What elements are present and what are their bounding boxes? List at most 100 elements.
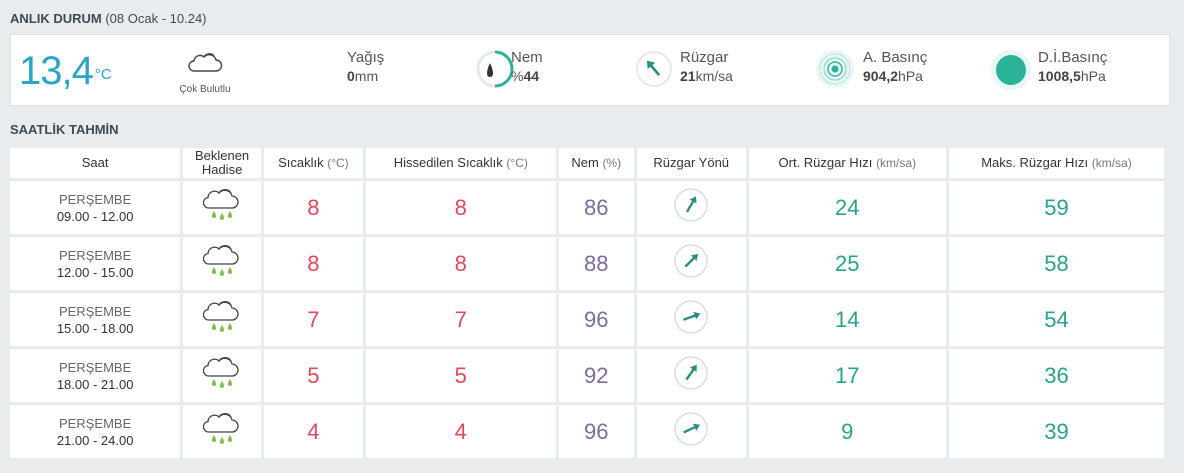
cell-event <box>183 237 261 290</box>
cell-wind-dir <box>636 349 746 402</box>
cell-wind-max: 36 <box>948 349 1164 402</box>
cell-time: PERŞEMBE 12.00 - 15.00 <box>10 237 181 290</box>
cell-temp: 4 <box>263 405 363 458</box>
cell-wind-avg: 17 <box>748 349 946 402</box>
wind-direction-icon <box>674 412 708 446</box>
row-day: PERŞEMBE <box>59 247 132 263</box>
wind-direction-icon <box>674 244 708 278</box>
rain-cloud-icon <box>202 245 239 276</box>
cell-event <box>183 181 261 234</box>
current-title-text: ANLIK DURUM <box>10 11 102 26</box>
humidity-value: 44 <box>523 68 540 84</box>
wind-direction-icon <box>674 300 708 334</box>
rain-cloud-icon <box>202 189 239 220</box>
humidity-prefix: % <box>511 68 524 84</box>
header-temp: Sıcaklık (°C) <box>263 148 363 178</box>
table-row: PERŞEMBE 18.00 - 21.00 5 5 92 17 36 <box>10 349 1164 402</box>
pressure-unit: hPa <box>898 68 923 84</box>
wind-direction-icon <box>674 356 708 390</box>
header-wind-max: Maks. Rüzgar Hızı (km/sa) <box>948 148 1164 178</box>
sea-pressure-value: 1008,5 <box>1038 68 1081 84</box>
cell-wind-max: 59 <box>948 181 1164 234</box>
row-hours: 21.00 - 24.00 <box>56 432 134 448</box>
cell-time: PERŞEMBE 09.00 - 12.00 <box>10 181 181 234</box>
current-conditions-panel: 13,4 °C Çok Bulutlu Yağış 0mm Nem %44 Rüz… <box>10 34 1170 106</box>
row-hours: 12.00 - 15.00 <box>56 264 134 280</box>
row-hours: 15.00 - 18.00 <box>56 320 134 336</box>
wind-direction-icon <box>674 188 708 222</box>
temperature-value: 13,4 <box>19 49 94 93</box>
header-time: Saat <box>10 148 181 178</box>
cell-time: PERŞEMBE 21.00 - 24.00 <box>10 405 181 458</box>
cell-wind-avg: 25 <box>748 237 946 290</box>
cell-temp: 5 <box>263 349 363 402</box>
cell-wind-dir <box>636 237 746 290</box>
cell-event <box>183 405 261 458</box>
cell-humidity: 96 <box>558 293 634 346</box>
cell-temp: 8 <box>263 237 363 290</box>
sea-pressure-unit: hPa <box>1080 68 1106 84</box>
header-wind-dir: Rüzgar Yönü <box>636 148 746 178</box>
pressure-block: A. Basınç 904,2hPa <box>863 49 927 85</box>
wind-block: Rüzgar 21km/sa <box>680 49 733 85</box>
humidity-block: Nem %44 <box>511 49 543 85</box>
wind-value: 21 <box>680 68 696 84</box>
cell-temp: 8 <box>263 181 363 234</box>
humidity-label: Nem <box>511 49 543 66</box>
cloud-icon <box>188 53 223 72</box>
hourly-forecast-table: Saat Beklenen Hadise Sıcaklık (°C) Hisse… <box>7 145 1167 461</box>
hourly-forecast-title: SAATLİK TAHMİN <box>10 122 119 137</box>
table-row: PERŞEMBE 15.00 - 18.00 7 7 96 14 54 <box>10 293 1164 346</box>
humidity-gauge-icon <box>476 50 514 88</box>
current-condition: Çok Bulutlu <box>175 51 235 95</box>
current-conditions-title: ANLIK DURUM (08 Ocak - 10.24) <box>10 11 207 26</box>
precip-label: Yağış <box>347 49 385 66</box>
cell-feels: 7 <box>365 293 556 346</box>
cell-wind-max: 39 <box>948 405 1164 458</box>
precipitation-block: Yağış 0mm <box>347 49 384 85</box>
cell-humidity: 96 <box>558 405 634 458</box>
pressure-icon <box>816 50 854 88</box>
current-temperature: 13,4 °C <box>19 49 112 93</box>
pressure-value: 904,2 <box>863 68 899 84</box>
cell-wind-max: 54 <box>948 293 1164 346</box>
header-feels: Hissedilen Sıcaklık (°C) <box>365 148 556 178</box>
rain-cloud-icon <box>202 301 239 332</box>
cell-feels: 4 <box>365 405 556 458</box>
cell-wind-dir <box>636 405 746 458</box>
rain-cloud-icon <box>202 413 239 444</box>
row-hours: 09.00 - 12.00 <box>56 208 134 224</box>
sea-pressure-label: D.İ.Basınç <box>1038 49 1108 66</box>
table-row: PERŞEMBE 21.00 - 24.00 4 4 96 9 39 <box>10 405 1164 458</box>
temperature-unit: °C <box>94 66 112 83</box>
cell-temp: 7 <box>263 293 363 346</box>
row-hours: 18.00 - 21.00 <box>56 376 134 392</box>
cell-humidity: 92 <box>558 349 634 402</box>
cell-time: PERŞEMBE 15.00 - 18.00 <box>10 293 181 346</box>
table-row: PERŞEMBE 09.00 - 12.00 8 8 86 24 59 <box>10 181 1164 234</box>
cell-wind-avg: 9 <box>748 405 946 458</box>
sea-pressure-block: D.İ.Basınç 1008,5hPa <box>1038 49 1107 85</box>
rain-cloud-icon <box>202 357 239 388</box>
row-day: PERŞEMBE <box>59 415 132 431</box>
cell-feels: 5 <box>365 349 556 402</box>
cell-wind-avg: 14 <box>748 293 946 346</box>
row-day: PERŞEMBE <box>59 191 132 207</box>
cell-wind-avg: 24 <box>748 181 946 234</box>
cell-wind-max: 58 <box>948 237 1164 290</box>
row-day: PERŞEMBE <box>59 303 132 319</box>
header-event: Beklenen Hadise <box>183 148 261 178</box>
cell-feels: 8 <box>365 181 556 234</box>
precip-unit: mm <box>354 68 379 84</box>
row-day: PERŞEMBE <box>59 359 132 375</box>
table-header-row: Saat Beklenen Hadise Sıcaklık (°C) Hisse… <box>10 148 1164 178</box>
header-humidity: Nem (%) <box>558 148 634 178</box>
sea-pressure-icon <box>991 50 1031 90</box>
cell-time: PERŞEMBE 18.00 - 21.00 <box>10 349 181 402</box>
cell-humidity: 88 <box>558 237 634 290</box>
precip-value: 0 <box>347 68 355 84</box>
header-wind-avg: Ort. Rüzgar Hızı (km/sa) <box>748 148 946 178</box>
wind-unit: km/sa <box>695 68 733 84</box>
cell-wind-dir <box>636 181 746 234</box>
table-row: PERŞEMBE 12.00 - 15.00 8 8 88 25 58 <box>10 237 1164 290</box>
